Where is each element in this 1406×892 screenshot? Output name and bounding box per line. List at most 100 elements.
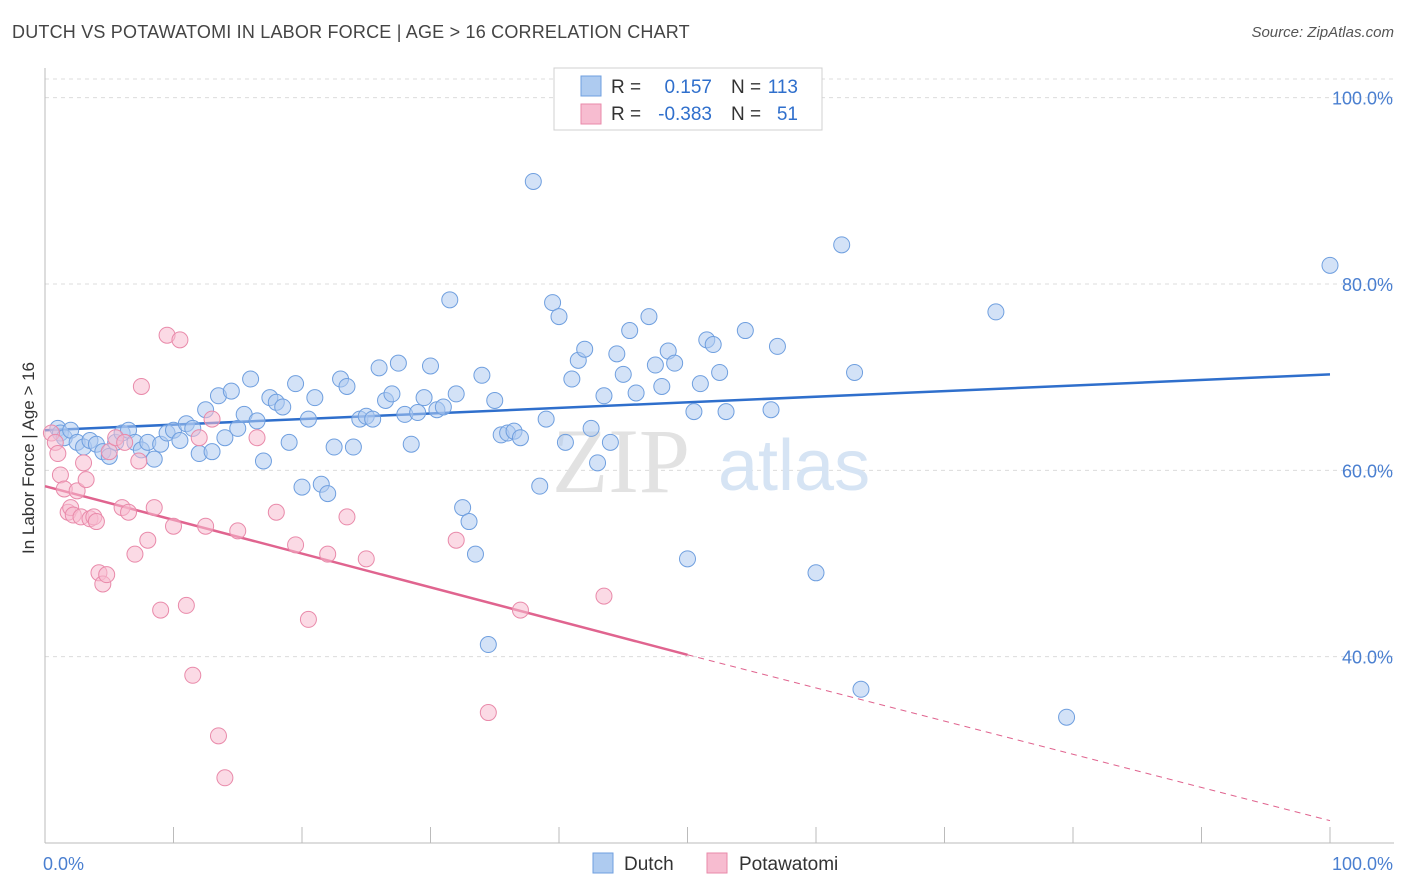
y-tick-label: 80.0% (1342, 275, 1393, 295)
potawatomi-point (209, 727, 227, 745)
dutch-point (364, 410, 382, 428)
potawatomi-point (248, 429, 266, 447)
dutch-point (524, 172, 542, 190)
dutch-point (556, 433, 574, 451)
y-axis-label: In Labor Force | Age > 16 (19, 362, 38, 554)
potawatomi-point (126, 545, 144, 563)
legend-n-value: 51 (777, 104, 798, 125)
dutch-point (550, 308, 568, 326)
dutch-point (614, 365, 632, 383)
dutch-point (833, 236, 851, 254)
potawatomi-point (177, 596, 195, 614)
dutch-point (653, 377, 671, 395)
watermark-zip: ZIP (552, 410, 690, 512)
dutch-point (229, 419, 247, 437)
dutch-point (711, 363, 729, 381)
dutch-point (325, 438, 343, 456)
dutch-point (601, 433, 619, 451)
potawatomi-point (595, 587, 613, 605)
watermark-atlas: atlas (718, 426, 870, 506)
bottom-legend-potawatomi: Potawatomi (739, 854, 838, 875)
dutch-point (293, 478, 311, 496)
data-points (42, 172, 1339, 787)
dutch-point (537, 410, 555, 428)
bottom-legend: Dutch Potawatomi (592, 852, 838, 875)
potawatomi-point (287, 536, 305, 554)
potawatomi-point (130, 452, 148, 470)
y-tick-label: 40.0% (1342, 648, 1393, 668)
potawatomi-point (49, 445, 67, 463)
dutch-point (691, 375, 709, 393)
potawatomi-point (190, 429, 208, 447)
dutch-point (460, 513, 478, 531)
dutch-point (679, 550, 696, 568)
potawatomi-point (120, 503, 138, 521)
potawatomi-point (75, 454, 93, 472)
dutch-point (511, 429, 529, 447)
dutch-point (248, 412, 266, 430)
bottom-legend-swatch-dutch (592, 852, 614, 874)
y-tick-label: 100.0% (1332, 89, 1393, 109)
dutch-point (627, 384, 645, 402)
potawatomi-point (229, 522, 247, 540)
dutch-point (486, 391, 504, 409)
potawatomi-point (152, 601, 170, 619)
dutch-point (402, 435, 420, 453)
dutch-point (666, 354, 684, 372)
potawatomi-point (357, 550, 375, 568)
potawatomi-point (338, 508, 356, 526)
legend-swatch-potawatomi (580, 103, 602, 125)
dutch-point (807, 564, 825, 582)
dutch-point (344, 438, 362, 456)
dutch-point (222, 382, 240, 400)
chart-source: Source: ZipAtlas.com (1251, 24, 1394, 41)
potawatomi-point (447, 531, 465, 549)
potawatomi-point (68, 482, 86, 500)
dutch-point (299, 410, 317, 428)
dutch-point (145, 450, 163, 468)
dutch-point (338, 377, 356, 395)
potawatomi-point (87, 513, 105, 531)
dutch-point (409, 404, 427, 422)
potawatomi-point (139, 531, 157, 549)
dutch-point (422, 357, 439, 375)
dutch-point (473, 366, 491, 384)
dutch-point (846, 363, 864, 381)
axes (44, 68, 1394, 844)
dutch-point (589, 454, 607, 472)
dutch-point (640, 308, 658, 326)
tick-labels: 40.0% 60.0% 80.0% 100.0% 0.0% 100.0% (43, 89, 1393, 874)
dutch-point (171, 432, 189, 450)
dutch-point (216, 429, 234, 447)
potawatomi-point (203, 410, 221, 428)
dutch-point (370, 359, 388, 377)
potawatomi-point (100, 443, 118, 461)
potawatomi-point (184, 666, 202, 684)
y-tick-label: 60.0% (1342, 461, 1393, 481)
bottom-legend-swatch-potawatomi (706, 852, 728, 874)
dutch-point (852, 680, 870, 698)
dutch-point (563, 370, 581, 388)
dutch-point (544, 294, 562, 312)
dutch-point (441, 291, 459, 309)
potawatomi-point (145, 499, 163, 517)
legend-swatch-dutch (580, 75, 602, 97)
dutch-point (434, 398, 452, 416)
legend-r-label: R = (611, 104, 641, 125)
dutch-point (383, 385, 401, 403)
dutch-point (203, 443, 221, 461)
dutch-point (466, 545, 484, 563)
legend-r-value: 0.157 (664, 77, 712, 98)
x-tick-label: 100.0% (1332, 854, 1393, 874)
legend-n-label: N = (731, 104, 761, 125)
potawatomi-point (299, 610, 317, 628)
potawatomi-point (98, 566, 116, 584)
legend-r-value: -0.383 (658, 104, 712, 125)
dutch-point (762, 401, 780, 419)
potawatomi-point (132, 377, 150, 395)
potawatomi-point (171, 331, 189, 349)
potawatomi-point (197, 517, 215, 535)
chart-title: DUTCH VS POTAWATOMI IN LABOR FORCE | AGE… (12, 22, 690, 42)
dutch-point (254, 452, 272, 470)
